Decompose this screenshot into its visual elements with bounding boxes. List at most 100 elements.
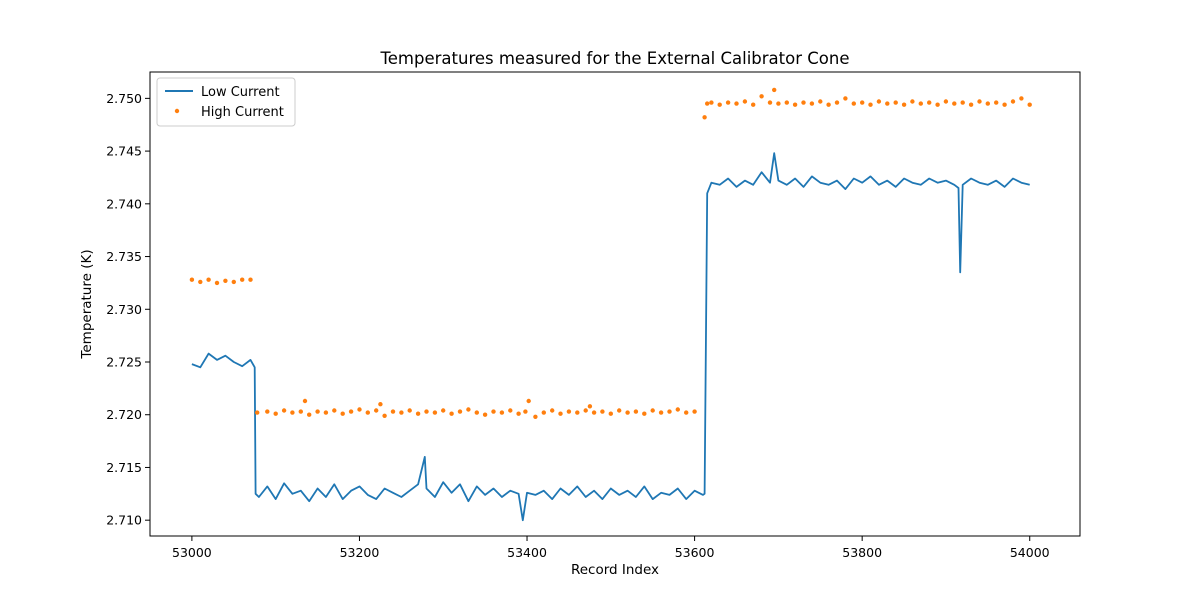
- data-point-high-current: [340, 411, 345, 416]
- y-tick-label: 2.745: [106, 144, 142, 159]
- y-tick-label: 2.735: [106, 249, 142, 264]
- data-point-high-current: [255, 410, 260, 415]
- x-tick-label: 53400: [507, 545, 547, 560]
- data-point-high-current: [399, 410, 404, 415]
- data-point-high-current: [918, 101, 923, 106]
- chart-title: Temperatures measured for the External C…: [380, 49, 850, 68]
- data-point-high-current: [767, 100, 773, 105]
- data-point-high-current: [390, 409, 396, 414]
- data-point-high-current: [374, 408, 379, 413]
- data-point-high-current: [526, 398, 531, 404]
- data-point-high-current: [927, 100, 932, 105]
- data-point-high-current: [591, 410, 597, 415]
- data-point-high-current: [474, 410, 479, 415]
- data-point-high-current: [449, 411, 454, 416]
- data-point-high-current: [307, 412, 312, 417]
- y-tick-label: 2.720: [106, 407, 142, 422]
- data-point-high-current: [1002, 102, 1007, 107]
- y-axis-label: Temperature (K): [79, 249, 95, 359]
- data-point-high-current: [776, 101, 781, 106]
- data-point-high-current: [541, 410, 546, 415]
- x-axis: 53000 53200 53400 53600 53800 54000: [172, 536, 1050, 560]
- data-point-high-current: [709, 100, 714, 105]
- data-point-high-current: [466, 407, 471, 412]
- data-point-high-current: [302, 398, 308, 404]
- data-point-high-current: [1010, 99, 1016, 104]
- data-point-high-current: [550, 408, 555, 413]
- data-point-high-current: [189, 277, 195, 282]
- data-point-high-current: [818, 99, 823, 104]
- plot-layer: [189, 87, 1032, 522]
- data-point-high-current: [801, 100, 806, 105]
- data-point-high-current: [772, 87, 777, 93]
- data-point-high-current: [206, 277, 211, 282]
- data-point-high-current: [751, 102, 756, 107]
- data-point-high-current: [742, 99, 748, 104]
- data-point-high-current: [642, 411, 647, 416]
- data-point-high-current: [851, 101, 856, 106]
- data-point-high-current: [378, 402, 383, 407]
- y-tick-label: 2.725: [106, 355, 142, 370]
- data-point-high-current: [910, 99, 915, 104]
- x-tick-label: 53000: [172, 545, 212, 560]
- data-point-high-current: [684, 410, 689, 415]
- data-point-high-current: [516, 411, 521, 416]
- axes-frame: [149, 71, 1081, 537]
- data-point-high-current: [265, 409, 270, 414]
- data-point-high-current: [792, 102, 798, 107]
- data-point-high-current: [1027, 102, 1032, 107]
- data-point-high-current: [868, 102, 873, 107]
- data-point-high-current: [650, 408, 655, 413]
- data-point-high-current: [523, 409, 528, 414]
- data-point-high-current: [860, 100, 865, 105]
- data-point-high-current: [441, 408, 446, 413]
- data-point-high-current: [901, 102, 907, 107]
- data-point-high-current: [575, 410, 580, 415]
- data-point-high-current: [952, 101, 957, 106]
- data-point-high-current: [968, 102, 974, 107]
- data-point-high-current: [985, 101, 990, 106]
- data-point-high-current: [198, 279, 203, 285]
- data-point-high-current: [214, 280, 220, 286]
- data-point-high-current: [717, 102, 722, 107]
- data-point-high-current: [759, 94, 764, 99]
- data-point-high-current: [675, 407, 680, 412]
- plot-area: [150, 72, 1080, 536]
- data-point-high-current: [482, 412, 488, 417]
- data-point-high-current: [705, 101, 710, 106]
- data-point-high-current: [491, 409, 496, 414]
- data-point-high-current: [994, 100, 999, 105]
- y-axis: 2.710 2.715 2.720 2.725 2.730 2.735 2.740 2.745…: [106, 91, 150, 528]
- series-line-low-current: [191, 152, 1030, 522]
- x-tick-label: 53600: [675, 545, 715, 560]
- data-point-high-current: [508, 408, 513, 413]
- legend-label-high-current: High Current: [201, 105, 284, 120]
- data-point-high-current: [617, 408, 622, 413]
- data-point-high-current: [290, 410, 295, 415]
- data-point-high-current: [692, 409, 697, 414]
- data-point-high-current: [725, 100, 731, 105]
- data-point-high-current: [608, 411, 613, 416]
- data-point-high-current: [702, 115, 707, 120]
- data-point-high-current: [298, 409, 303, 414]
- y-tick-label: 2.750: [106, 91, 142, 106]
- data-point-high-current: [315, 409, 320, 414]
- data-point-high-current: [415, 411, 421, 416]
- data-point-high-current: [625, 410, 630, 415]
- x-tick-label: 53200: [340, 545, 380, 560]
- data-point-high-current: [826, 102, 831, 107]
- y-tick-label: 2.715: [106, 460, 142, 475]
- data-point-high-current: [499, 410, 505, 415]
- data-point-high-current: [843, 96, 848, 101]
- y-tick-label: 2.740: [106, 196, 142, 211]
- data-point-high-current: [348, 409, 354, 414]
- data-point-high-current: [566, 409, 572, 414]
- data-point-high-current: [943, 99, 949, 104]
- data-point-high-current: [583, 408, 588, 413]
- data-point-high-current: [885, 101, 890, 106]
- data-point-high-current: [332, 408, 337, 413]
- data-point-high-current: [223, 278, 228, 283]
- data-point-high-current: [558, 411, 563, 416]
- data-point-high-current: [231, 279, 236, 285]
